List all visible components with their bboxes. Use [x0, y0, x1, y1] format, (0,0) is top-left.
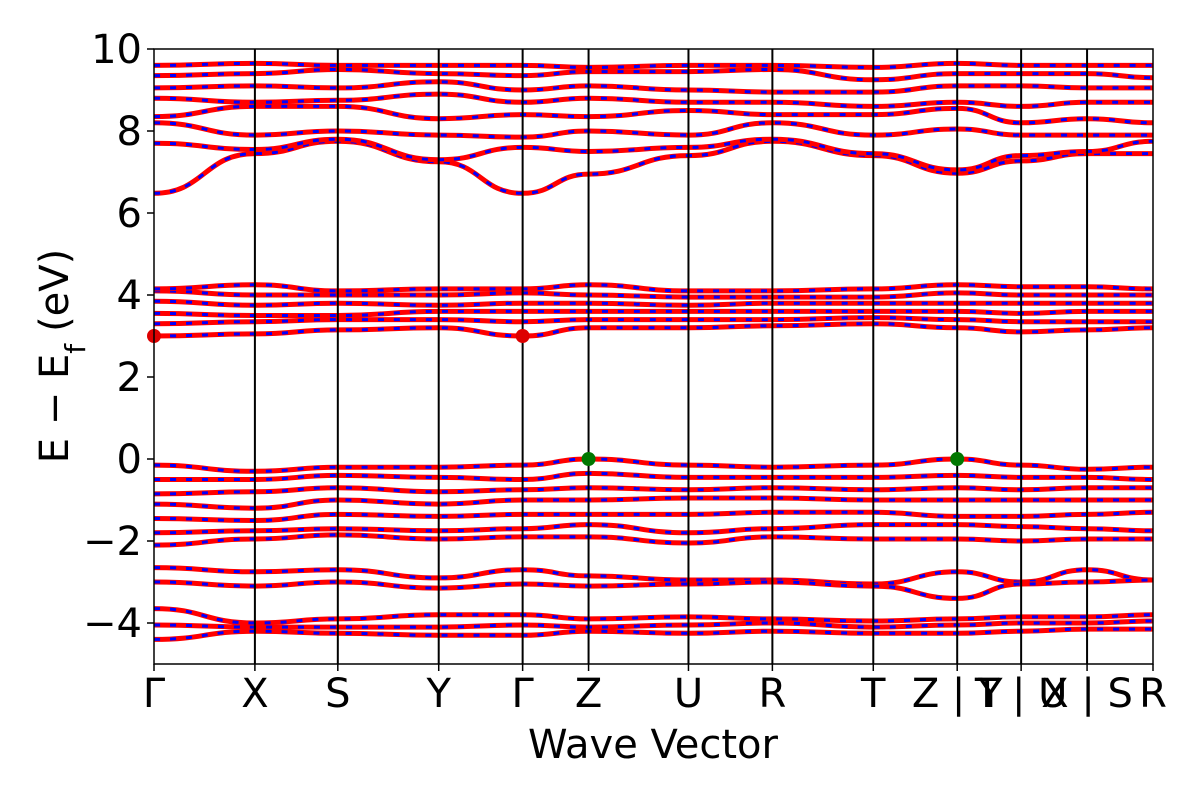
y-axis-title-units: (eV): [32, 249, 78, 332]
cbm-marker-1: [515, 329, 530, 343]
band-line-up-1: [153, 136, 1154, 173]
band-line-down-5: [153, 80, 1153, 94]
x-tick-label-4: Γ: [511, 671, 534, 717]
x-tick-label-6: U: [674, 671, 703, 717]
band-line-down-18: [153, 510, 1154, 523]
vbm-marker-1: [950, 452, 965, 466]
y-tick-label-0: 10: [91, 27, 142, 73]
band-line-down-8: [153, 322, 1154, 338]
band-line-down-10: [153, 309, 1153, 318]
x-tick-label-2: S: [325, 671, 350, 717]
band-line-down-6: [153, 67, 1154, 82]
band-line-down-11: [153, 299, 1153, 307]
y-tick-label-1: 8: [117, 109, 142, 155]
x-tick-label-3: Y: [425, 671, 451, 717]
x-tick-label-1: X: [241, 671, 268, 717]
y-tick-label-3: 4: [117, 273, 142, 319]
y-tick-label-2: 6: [117, 191, 142, 237]
y-axis-title-main: E − E: [32, 354, 78, 464]
x-tick-label-5: Z: [575, 671, 602, 717]
y-tick-label-6: −2: [83, 519, 142, 565]
band-line-down-9: [153, 316, 1153, 326]
x-tick-label-8: T: [860, 671, 886, 717]
band-lines: [153, 60, 1154, 642]
band-extrema-markers: [147, 329, 965, 466]
x-tick-label-9: Z | Y: [912, 671, 1003, 717]
x-tick-label-7: R: [758, 671, 786, 717]
x-axis-title: Wave Vector: [528, 722, 779, 768]
y-tick-label-5: 0: [117, 437, 142, 483]
band-line-down-17: [153, 496, 1153, 510]
plot-frame: [153, 48, 1154, 665]
y-tick-label-4: 2: [117, 355, 142, 401]
y-axis-title-subscript: f: [59, 343, 92, 354]
vbm-marker-0: [581, 452, 596, 466]
x-tick-label-12: R: [1139, 671, 1167, 717]
band-line-down-1: [153, 137, 1154, 172]
x-tick-label-11: X | S: [1041, 671, 1133, 717]
y-tick-label-7: −4: [83, 601, 142, 647]
kpath-divider-lines: [253, 49, 1089, 664]
x-tick-label-0: Γ: [143, 671, 166, 717]
y-axis-title: E − Ef (eV): [32, 249, 92, 464]
y-axis-ticks: 10 8 6 4 2 0 −2 −4: [83, 27, 154, 647]
x-tick-label-10: T | U: [974, 671, 1068, 717]
